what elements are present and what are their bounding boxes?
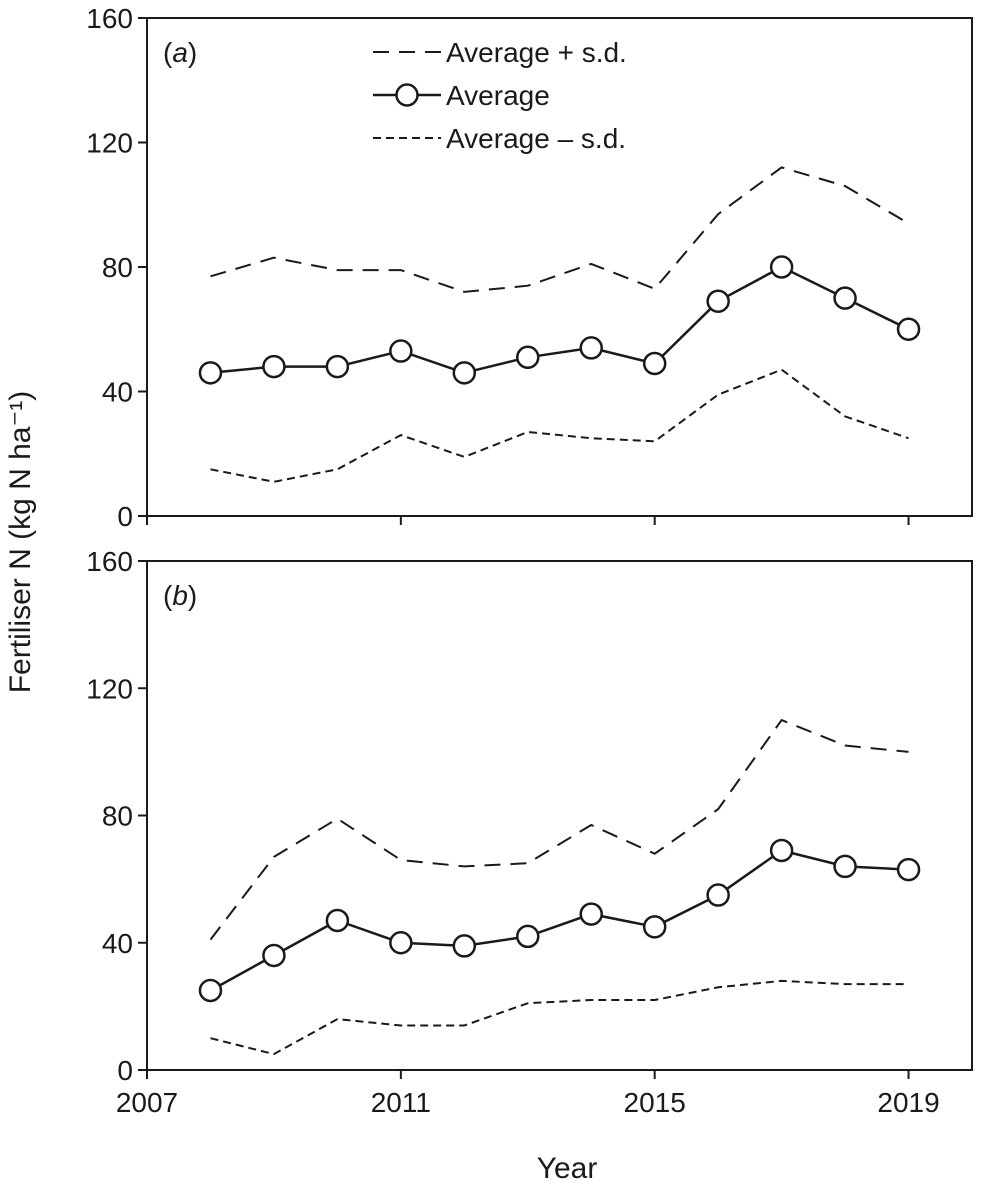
panel-b-point-2016 [706,883,730,907]
panel-a-point-2013 [516,345,540,370]
panel-b-point-2014 [579,902,603,926]
panel-a-point-2016 [706,289,730,313]
legend-label-0: Average + s.d. [446,37,627,68]
panel-b-point-2017 [769,838,794,863]
panel-a-series-0-line [210,166,910,293]
x-tick-label-2015: 2015 [624,1087,686,1118]
panel-b-point-2018 [833,854,857,879]
panel-a-point-2017 [769,255,794,279]
plot-layer: 0 40 80 120 160 (a) 0 40 80 120 160 2007 2011 2015 201… [86,3,939,1118]
y-axis-title: Fertiliser N (kg N ha⁻¹) [4,391,37,694]
x-tick-label-2011: 2011 [371,1087,431,1118]
panel-a-point-2014 [579,336,603,360]
panel-a-point-2015 [642,351,667,376]
panel-b-point-2011 [389,931,413,955]
panel-a-y-tick-label-160: 160 [86,3,133,34]
panel-b-point-2008 [198,978,223,1003]
panel-b-point-2010 [325,908,350,933]
panel-a-point-2009 [262,354,286,379]
panel-a-point-2008 [198,361,223,385]
x-tick-label-2019: 2019 [877,1087,939,1118]
panel-a-point-2019 [896,317,921,341]
panel-a-y-tick-label-0: 0 [117,501,133,532]
panel-a-series-1-line [210,265,910,375]
panel-a-point-2012 [452,361,477,385]
panel-b-series-0-line [209,718,909,941]
x-tick-label-2007: 2007 [116,1087,178,1118]
panel-b-frame [146,560,973,1071]
panel-b-y-tick-label-160: 160 [86,546,133,577]
panel-b-point-2012 [452,934,477,958]
panel-b-point-2013 [516,924,540,949]
panel-a-point-2018 [833,286,857,310]
panel-b-series-2-line [210,979,909,1056]
legend-label-2: Average – s.d. [446,123,626,154]
panel-b-point-2015 [642,915,667,939]
panel-b-point-2019 [896,857,921,882]
x-axis-title: Year [537,1152,598,1185]
panel-b-series-1-line [209,849,909,992]
panel-b-label: (b) [163,580,197,611]
legend-label-1: Average [446,80,550,111]
panel-b-y-tick-label-120: 120 [86,673,133,704]
panel-a-y-tick-label-40: 40 [102,377,133,408]
panel-a-y-tick-label-80: 80 [102,252,133,283]
panel-b-y-tick-label-80: 80 [102,801,133,832]
panel-b-y-tick-label-40: 40 [102,928,133,959]
panel-a-point-2010 [325,354,350,379]
panel-a-point-2011 [389,339,413,363]
panel-a-series-2-line [210,368,909,483]
panel-b-point-2009 [262,943,286,968]
panel-a-label: (a) [163,37,197,68]
legend-marker-1 [395,83,419,107]
panel-a-y-tick-label-120: 120 [86,128,133,159]
panel-b-y-tick-label-0: 0 [117,1055,133,1086]
panel-a-frame [146,17,973,517]
